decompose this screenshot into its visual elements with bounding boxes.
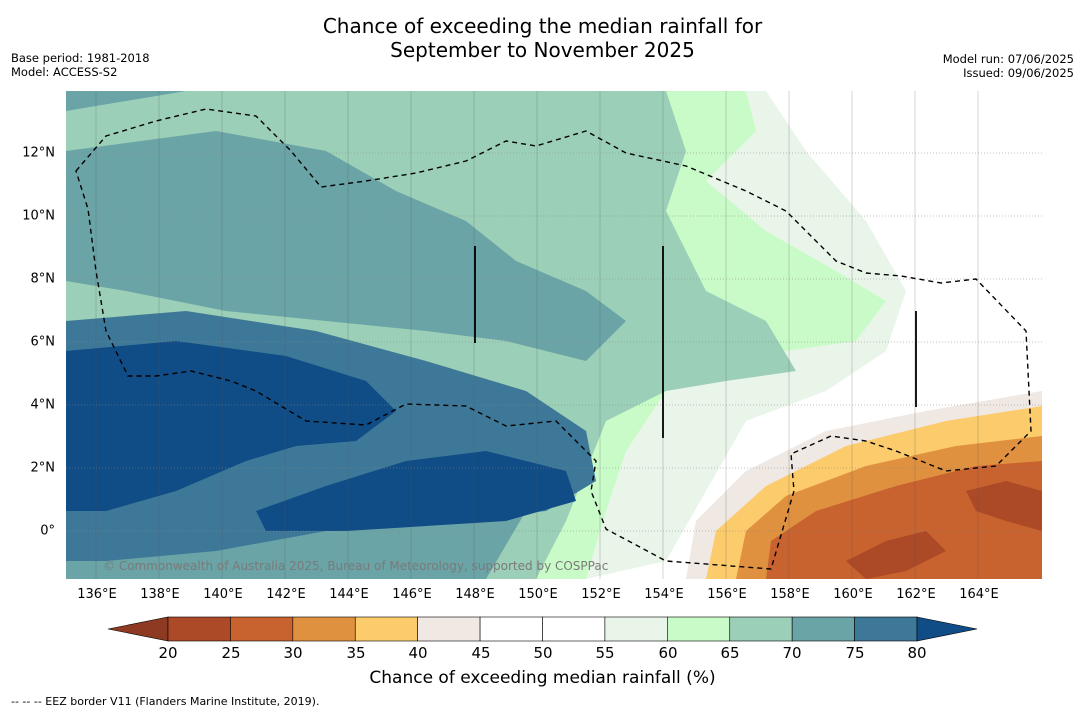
contour-80-plus-b bbox=[256, 451, 576, 531]
colorbar-tick: 75 bbox=[845, 644, 865, 662]
graticule bbox=[66, 152, 1042, 532]
lon-label: 154°E bbox=[644, 587, 684, 602]
lon-label: 148°E bbox=[455, 587, 495, 602]
colorbar-tick: 80 bbox=[907, 644, 927, 662]
title-line-1: Chance of exceeding the median rainfall … bbox=[322, 14, 763, 38]
lon-label: 150°E bbox=[518, 587, 558, 602]
map-svg bbox=[66, 91, 1042, 579]
colorbar-extend-high bbox=[916, 616, 978, 642]
colorbar-tick: 30 bbox=[283, 644, 303, 662]
lat-label: 4°N bbox=[30, 397, 56, 413]
colorbar-cell bbox=[854, 616, 918, 642]
colorbar-tick: 35 bbox=[346, 644, 366, 662]
title-line-2: September to November 2025 bbox=[390, 38, 695, 62]
colorbar-tick: 70 bbox=[782, 644, 802, 662]
colorbar-cell bbox=[729, 616, 793, 642]
lon-label: 152°E bbox=[581, 587, 621, 602]
colorbar-cell bbox=[417, 616, 481, 642]
lon-label: 162°E bbox=[896, 587, 936, 602]
lat-label: 8°N bbox=[30, 271, 56, 287]
meridians bbox=[95, 91, 979, 579]
lon-label: 140°E bbox=[203, 587, 243, 602]
eez-border bbox=[75, 108, 1032, 570]
colorbar-tick: 55 bbox=[595, 644, 615, 662]
issued-date: Issued: 09/06/2025 bbox=[963, 66, 1074, 80]
colorbar-cell bbox=[167, 616, 231, 642]
lat-label: 2°N bbox=[30, 460, 56, 476]
boundary-lines bbox=[474, 246, 917, 438]
colorbar-cell bbox=[667, 616, 731, 642]
lon-label: 160°E bbox=[833, 587, 873, 602]
lon-label: 146°E bbox=[392, 587, 432, 602]
colorbar-cell bbox=[230, 616, 294, 642]
colorbar-cell bbox=[791, 616, 855, 642]
lon-label: 144°E bbox=[329, 587, 369, 602]
model-name: Model: ACCESS-S2 bbox=[11, 65, 118, 79]
eez-footnote: -- -- -- EEZ border V11 (Flanders Marine… bbox=[11, 695, 320, 708]
lon-label: 164°E bbox=[959, 587, 999, 602]
colorbar-extend-low bbox=[107, 616, 169, 642]
model-info: Base period: 1981-2018 Model: ACCESS-S2 bbox=[11, 51, 150, 79]
lon-label: 136°E bbox=[77, 587, 117, 602]
lon-label: 142°E bbox=[266, 587, 306, 602]
colorbar-tick: 25 bbox=[221, 644, 241, 662]
contour-20-25-b bbox=[966, 481, 1042, 531]
contour-70-75-band bbox=[66, 131, 626, 361]
run-info: Model run: 07/06/2025 Issued: 09/06/2025 bbox=[943, 52, 1074, 80]
base-period: Base period: 1981-2018 bbox=[11, 51, 150, 65]
colorbar-tick: 40 bbox=[408, 644, 428, 662]
lat-label: 6°N bbox=[30, 334, 56, 350]
lat-label: 12°N bbox=[22, 145, 55, 161]
colorbar-tick: 45 bbox=[471, 644, 491, 662]
colorbar-cell bbox=[479, 616, 543, 642]
colorbar-cell bbox=[604, 616, 668, 642]
colorbar-cells bbox=[107, 616, 978, 642]
colorbar-cell bbox=[292, 616, 356, 642]
copyright-notice: © Commonwealth of Australia 2025, Bureau… bbox=[103, 559, 609, 573]
colorbar-cell bbox=[354, 616, 418, 642]
lon-label: 156°E bbox=[707, 587, 747, 602]
rainfall-map bbox=[66, 91, 1042, 579]
colorbar-label: Chance of exceeding median rainfall (%) bbox=[369, 668, 716, 688]
map-title: Chance of exceeding the median rainfall … bbox=[0, 14, 1085, 62]
contour-80-plus bbox=[66, 341, 396, 511]
lon-label: 158°E bbox=[770, 587, 810, 602]
lat-label: 0° bbox=[40, 523, 55, 539]
lon-label: 138°E bbox=[140, 587, 180, 602]
colorbar-tick: 65 bbox=[720, 644, 740, 662]
model-run: Model run: 07/06/2025 bbox=[942, 52, 1074, 66]
colorbar-cell bbox=[542, 616, 606, 642]
colorbar-tick: 60 bbox=[658, 644, 678, 662]
contour-20-25 bbox=[846, 531, 946, 579]
colorbar-tick: 20 bbox=[158, 644, 178, 662]
lat-label: 10°N bbox=[22, 208, 55, 224]
colorbar-tick: 50 bbox=[533, 644, 553, 662]
